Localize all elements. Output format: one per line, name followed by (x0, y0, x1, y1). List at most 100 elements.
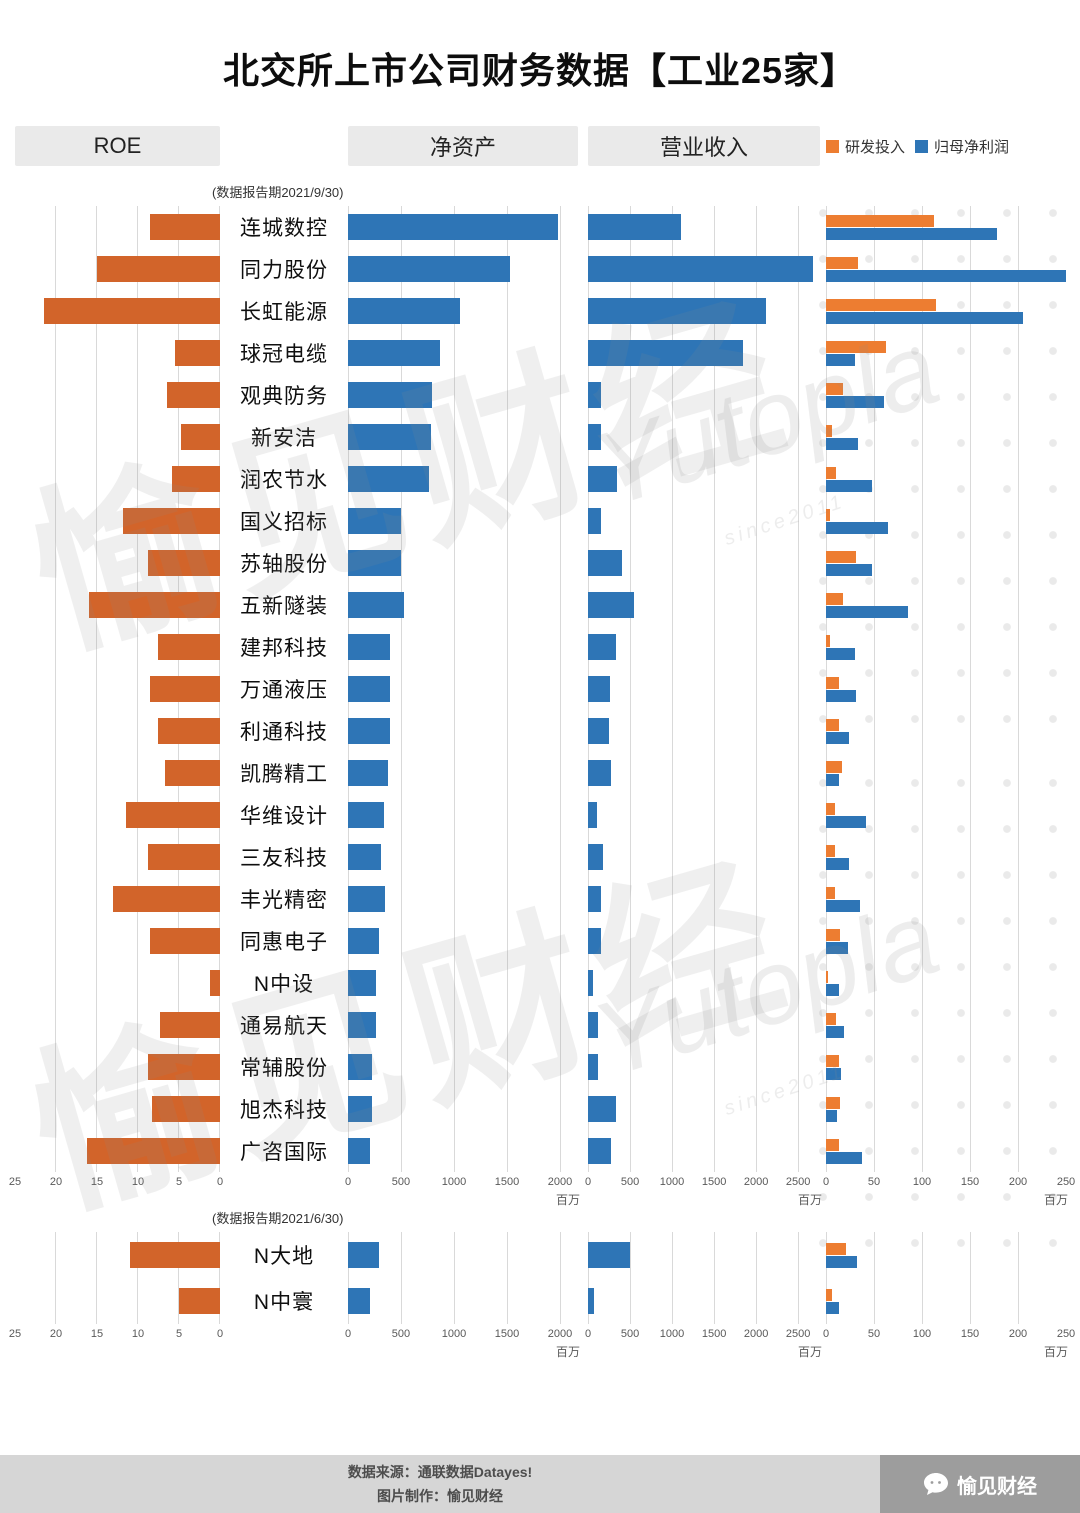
net-assets-bar (348, 508, 401, 534)
net-assets-bar (348, 382, 432, 408)
rd-profit-axis: 0 50 100 150 200 250 百万 (823, 1324, 1075, 1360)
roe-cell (15, 836, 220, 878)
roe-bar (171, 466, 220, 492)
rd-profit-cell (820, 1278, 1066, 1324)
roe-bar (174, 340, 220, 366)
rd-bar (826, 256, 858, 269)
rd-profit-cell (820, 920, 1066, 962)
revenue-column-header: 营业收入 (588, 126, 820, 166)
data-source-line: 数据来源：通联数据Datayes! (347, 1464, 533, 1480)
company-row: 国义招标 (0, 500, 1080, 542)
axis-tick: 10 (131, 1328, 145, 1340)
profit-bar (826, 731, 849, 744)
profit-bar (826, 1025, 845, 1038)
axis-tick: 25 (8, 1176, 22, 1188)
company-name-label: 广咨国际 (240, 1141, 328, 1164)
company-name-label: N大地 (253, 1245, 315, 1268)
company-row: N大地 (0, 1232, 1080, 1278)
revenue-cell (578, 1278, 820, 1324)
axis-tick: 15 (90, 1328, 104, 1340)
axis-tick: 0 (344, 1176, 352, 1188)
axis-unit-label: 百万 (555, 1345, 580, 1359)
company-name-label: 国义招标 (240, 511, 328, 534)
profit-bar (826, 521, 889, 534)
roe-cell (15, 290, 220, 332)
company-name-label: 凯腾精工 (240, 763, 328, 786)
roe-bar (150, 928, 220, 954)
revenue-cell (578, 1088, 820, 1130)
revenue-bar (588, 1242, 630, 1268)
axis-tick: 1000 (441, 1328, 467, 1340)
profit-bar (826, 227, 997, 240)
axis-tick: 0 (216, 1176, 224, 1188)
axis-tick: 250 (1056, 1328, 1076, 1340)
roe-bar (160, 1012, 220, 1038)
revenue-bar (588, 802, 598, 828)
net-assets-cell (348, 1046, 578, 1088)
revenue-cell (578, 416, 820, 458)
rd-profit-cell (820, 752, 1066, 794)
roe-bar (210, 970, 220, 996)
axis-tick: 5 (175, 1328, 183, 1340)
net-assets-cell (348, 878, 578, 920)
net-assets-bar (348, 424, 431, 450)
rd-profit-cell (820, 626, 1066, 668)
company-row: 同惠电子 (0, 920, 1080, 962)
net-assets-bar (348, 844, 381, 870)
profit-bar (826, 605, 908, 618)
net-assets-cell (348, 290, 578, 332)
rd-profit-cell (820, 794, 1066, 836)
revenue-bar (588, 970, 593, 996)
axis-tick: 0 (584, 1328, 592, 1340)
revenue-axis: 0 500 1000 1500 2000 2500 百万 (585, 1172, 822, 1208)
roe-cell (15, 794, 220, 836)
roe-cell (15, 920, 220, 962)
axis-tick: 500 (620, 1176, 640, 1188)
net-assets-cell (348, 626, 578, 668)
axis-tick: 1500 (701, 1176, 727, 1188)
roe-cell (15, 584, 220, 626)
rd-profit-axis: 0 50 100 150 200 250 百万 (823, 1172, 1075, 1208)
rd-profit-cell (820, 458, 1066, 500)
rd-legend-label: 研发投入 (845, 138, 906, 156)
revenue-bar (588, 760, 611, 786)
profit-bar (826, 1109, 837, 1122)
rd-bar (826, 970, 828, 983)
revenue-bar (588, 298, 767, 324)
roe-bar (147, 1054, 220, 1080)
rd-bar (826, 382, 844, 395)
axis-tick: 500 (620, 1328, 640, 1340)
axis-tick: 0 (344, 1328, 352, 1340)
axis-tick: 150 (960, 1328, 980, 1340)
rd-bar (826, 760, 843, 773)
axis-unit-label: 百万 (1043, 1345, 1068, 1359)
rd-bar (826, 676, 839, 689)
profit-bar (826, 1067, 842, 1080)
rd-profit-cell (820, 1232, 1066, 1278)
company-name-label: 通易航天 (240, 1015, 328, 1038)
roe-bar (150, 676, 220, 702)
brand-logo: 愉见财经 (880, 1455, 1080, 1513)
profit-bar (826, 437, 858, 450)
company-name-label: 丰光精密 (240, 889, 328, 912)
company-row: 球冠电缆 (0, 332, 1080, 374)
axis-tick: 2000 (743, 1176, 769, 1188)
company-row: 同力股份 (0, 248, 1080, 290)
revenue-bar (588, 550, 622, 576)
net-assets-bar (348, 886, 386, 912)
brand-name: 愉见财经 (957, 1475, 1037, 1498)
rd-bar (826, 1054, 839, 1067)
roe-bar (125, 802, 220, 828)
revenue-cell (578, 1232, 820, 1278)
net-assets-bar (348, 928, 379, 954)
axis-tick: 20 (49, 1176, 63, 1188)
roe-cell (15, 332, 220, 374)
footer: 数据来源：通联数据Datayes! 图片制作：愉见财经 愉见财经 (0, 1455, 1080, 1513)
axis-tick: 250 (1056, 1176, 1076, 1188)
profit-legend-swatch (915, 139, 929, 153)
company-row: 润农节水 (0, 458, 1080, 500)
net-assets-cell (348, 794, 578, 836)
net-assets-cell (348, 836, 578, 878)
revenue-cell (578, 710, 820, 752)
axis-unit-label: 百万 (797, 1345, 822, 1359)
